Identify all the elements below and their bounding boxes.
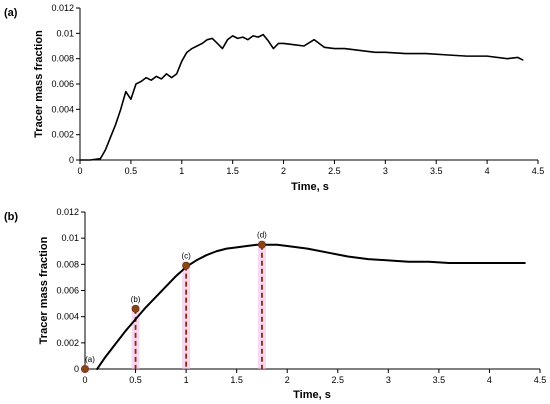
chart-panel-1: 0 0.002 0.004 0.006 0.008 0.01 0.012 0 0.5 1 1.5 2 2… xyxy=(4,207,546,401)
data-point-marker xyxy=(81,365,89,373)
y-axis-title: Tracer mass fraction xyxy=(33,30,45,138)
x-tick-label: 4.5 xyxy=(534,375,547,385)
x-tick-label: 1 xyxy=(184,375,189,385)
series-line-0 xyxy=(96,243,526,370)
y-tick-label: 0.008 xyxy=(51,54,74,64)
y-axis-title: Tracer mass fraction xyxy=(38,236,50,344)
marker-label: (d) xyxy=(257,231,267,240)
x-axis-title: Time, s xyxy=(291,181,329,193)
x-tick-label: 0 xyxy=(82,375,87,385)
x-tick-label: 1.5 xyxy=(226,166,239,176)
data-point-marker xyxy=(131,304,140,313)
marker-label: (a) xyxy=(85,355,95,364)
data-point-marker xyxy=(258,240,266,249)
series-line-0 xyxy=(79,33,524,161)
x-tick-label: 0.5 xyxy=(129,375,142,385)
x-tick-label: 2.5 xyxy=(332,375,345,385)
y-tick-label: 0.01 xyxy=(56,28,74,38)
y-tick-label: 0.012 xyxy=(51,3,74,13)
y-tick-label: 0.004 xyxy=(56,312,79,322)
y-tick-label: 0.008 xyxy=(56,259,79,269)
x-axis-title: Time, s xyxy=(293,389,331,401)
y-tick-label: 0.002 xyxy=(56,338,79,348)
marker-label: (c) xyxy=(181,252,191,261)
x-tick-label: 4 xyxy=(487,375,492,385)
x-tick-label: 2 xyxy=(281,166,286,176)
x-tick-label: 3 xyxy=(386,375,391,385)
y-tick-label: 0.006 xyxy=(56,286,79,296)
x-tick-label: 1 xyxy=(179,166,184,176)
y-tick-label: 0.004 xyxy=(51,104,74,114)
data-point-marker xyxy=(182,261,191,270)
x-tick-label: 4.5 xyxy=(532,166,545,176)
x-tick-label: 3.5 xyxy=(430,166,443,176)
panel-label: (a) xyxy=(4,7,18,19)
y-tick-label: 0 xyxy=(69,155,74,165)
x-tick-label: 3 xyxy=(383,166,388,176)
y-tick-label: 0.01 xyxy=(61,233,79,243)
x-tick-label: 1.5 xyxy=(230,375,243,385)
y-tick-label: 0.006 xyxy=(51,79,74,89)
x-tick-label: 2.5 xyxy=(328,166,341,176)
x-tick-label: 3.5 xyxy=(433,375,446,385)
x-tick-label: 0 xyxy=(77,166,82,176)
y-tick-label: 0 xyxy=(74,364,79,374)
x-tick-label: 4 xyxy=(485,166,490,176)
chart-panel-0: 0 0.002 0.004 0.006 0.008 0.01 0.012 0 0.5 1 1.5 2 2… xyxy=(4,3,544,193)
panel-label: (b) xyxy=(4,211,18,223)
x-tick-label: 0.5 xyxy=(125,166,138,176)
x-tick-label: 2 xyxy=(285,375,290,385)
y-tick-label: 0.002 xyxy=(51,130,74,140)
y-tick-label: 0.012 xyxy=(56,207,79,217)
marker-label: (b) xyxy=(131,295,141,304)
